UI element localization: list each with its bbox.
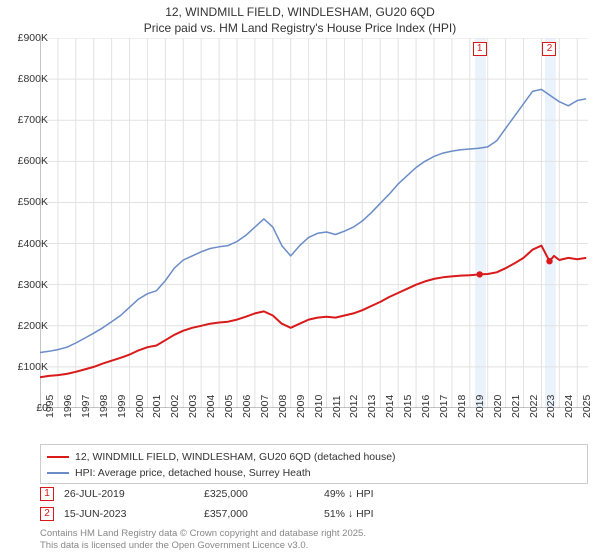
legend-row-property: 12, WINDMILL FIELD, WINDLESHAM, GU20 6QD… (47, 449, 581, 465)
table-row: 1 26-JUL-2019 £325,000 49% ↓ HPI (40, 484, 588, 504)
legend-swatch-property (47, 456, 69, 458)
y-tick-label: £300K (18, 279, 48, 291)
hpi-delta: 49% ↓ HPI (324, 488, 434, 500)
hpi-delta: 51% ↓ HPI (324, 508, 434, 520)
title-line-2: Price paid vs. HM Land Registry's House … (0, 20, 600, 36)
marker-index-box: 2 (40, 507, 54, 521)
y-tick-label: £200K (18, 320, 48, 332)
x-tick-label: 2022 (528, 395, 540, 418)
y-tick-label: £900K (18, 32, 48, 44)
x-tick-label: 2004 (205, 395, 217, 418)
marker-index-box: 1 (40, 487, 54, 501)
chart-legend: 12, WINDMILL FIELD, WINDLESHAM, GU20 6QD… (40, 444, 588, 484)
x-tick-label: 1995 (44, 395, 56, 418)
sale-date: 15-JUN-2023 (64, 508, 194, 520)
x-tick-label: 2025 (581, 395, 593, 418)
x-tick-label: 1998 (98, 395, 110, 418)
x-tick-label: 2020 (492, 395, 504, 418)
x-tick-label: 2019 (474, 395, 486, 418)
y-tick-label: £800K (18, 73, 48, 85)
chart-svg (40, 38, 588, 408)
x-tick-label: 2003 (187, 395, 199, 418)
x-tick-label: 2011 (331, 395, 343, 418)
x-tick-label: 2015 (402, 395, 414, 418)
sale-price: £325,000 (204, 488, 314, 500)
sale-date: 26-JUL-2019 (64, 488, 194, 500)
x-tick-label: 2013 (366, 395, 378, 418)
y-tick-label: £100K (18, 361, 48, 373)
x-tick-label: 2017 (438, 395, 450, 418)
x-tick-label: 2016 (420, 395, 432, 418)
sales-table: 1 26-JUL-2019 £325,000 49% ↓ HPI 2 15-JU… (40, 484, 588, 524)
sale-price: £357,000 (204, 508, 314, 520)
legend-swatch-hpi (47, 472, 69, 474)
x-tick-label: 2005 (223, 395, 235, 418)
x-tick-label: 2014 (384, 395, 396, 418)
x-tick-label: 1999 (116, 395, 128, 418)
x-tick-label: 2007 (259, 395, 271, 418)
legend-row-hpi: HPI: Average price, detached house, Surr… (47, 465, 581, 481)
x-tick-label: 2009 (295, 395, 307, 418)
x-tick-label: 2024 (563, 395, 575, 418)
attribution-line-1: Contains HM Land Registry data © Crown c… (40, 528, 588, 540)
y-tick-label: £400K (18, 238, 48, 250)
legend-label-property: 12, WINDMILL FIELD, WINDLESHAM, GU20 6QD… (75, 451, 396, 463)
chart-plot-area (40, 38, 588, 408)
chart-title-block: 12, WINDMILL FIELD, WINDLESHAM, GU20 6QD… (0, 0, 600, 36)
x-tick-label: 2023 (545, 395, 557, 418)
x-tick-label: 2000 (134, 395, 146, 418)
marker-callout: 1 (473, 42, 487, 56)
y-tick-label: £500K (18, 196, 48, 208)
x-tick-label: 2001 (151, 395, 163, 418)
x-tick-label: 1996 (62, 395, 74, 418)
title-line-1: 12, WINDMILL FIELD, WINDLESHAM, GU20 6QD (0, 4, 600, 20)
x-tick-label: 2021 (510, 395, 522, 418)
table-row: 2 15-JUN-2023 £357,000 51% ↓ HPI (40, 504, 588, 524)
x-tick-label: 2002 (169, 395, 181, 418)
marker-callout: 2 (542, 42, 556, 56)
y-tick-label: £600K (18, 155, 48, 167)
x-tick-label: 2018 (456, 395, 468, 418)
x-tick-label: 2010 (313, 395, 325, 418)
y-tick-label: £700K (18, 114, 48, 126)
x-tick-label: 2012 (348, 395, 360, 418)
x-tick-label: 1997 (80, 395, 92, 418)
attribution: Contains HM Land Registry data © Crown c… (40, 528, 588, 553)
x-tick-label: 2008 (277, 395, 289, 418)
x-tick-label: 2006 (241, 395, 253, 418)
attribution-line-2: This data is licensed under the Open Gov… (40, 540, 588, 552)
legend-label-hpi: HPI: Average price, detached house, Surr… (75, 467, 311, 479)
